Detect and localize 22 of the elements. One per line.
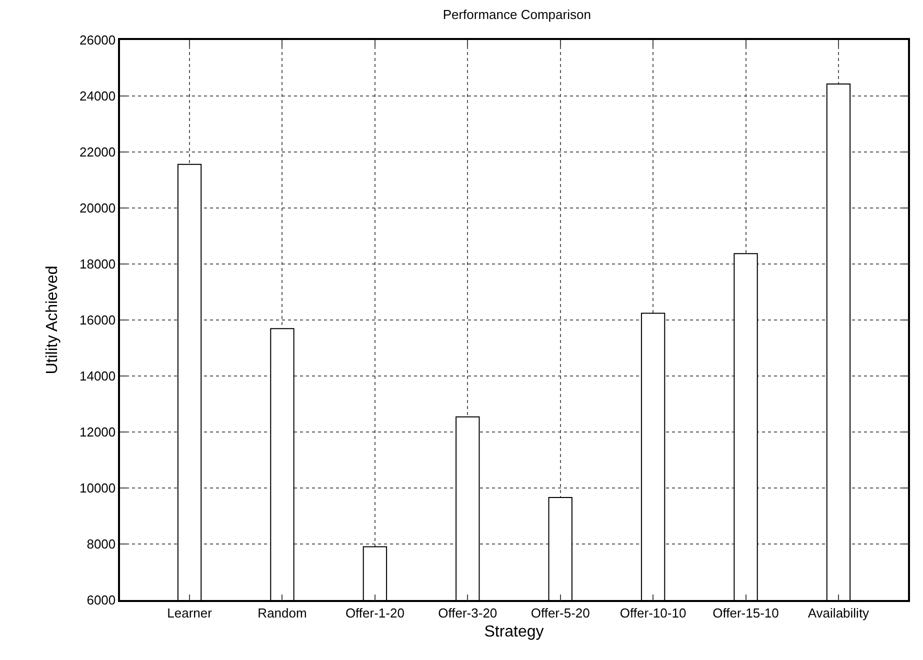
- x-tick-label: Offer-5-20: [530, 605, 590, 620]
- x-tick-label: Offer-15-10: [712, 605, 779, 620]
- y-tick-label: 18000: [79, 256, 116, 272]
- x-tick-label: Offer-10-10: [620, 605, 686, 620]
- y-tick-label: 20000: [79, 200, 116, 216]
- y-tick-label: 14000: [79, 368, 116, 384]
- y-tick-label: 12000: [79, 424, 116, 440]
- y-axis-title: Utility Achieved: [44, 266, 61, 374]
- y-tick-label: 6000: [86, 592, 116, 608]
- y-tick-label: 8000: [86, 536, 116, 552]
- x-axis-title: Strategy: [484, 624, 544, 641]
- x-tick-label: Learner: [167, 605, 213, 620]
- x-tick-label: Offer-3-20: [438, 605, 498, 620]
- y-tick-label: 22000: [79, 144, 116, 160]
- chart-title: Performance Comparison: [442, 7, 591, 22]
- y-tick-label: 10000: [79, 480, 116, 496]
- y-tick-label: 26000: [79, 32, 116, 48]
- y-tick-label: 16000: [79, 312, 116, 328]
- x-tick-label: Availability: [808, 605, 870, 620]
- x-tick-label: Random: [258, 605, 307, 620]
- x-tick-label: Offer-1-20: [345, 605, 404, 620]
- y-tick-label: 24000: [79, 88, 116, 104]
